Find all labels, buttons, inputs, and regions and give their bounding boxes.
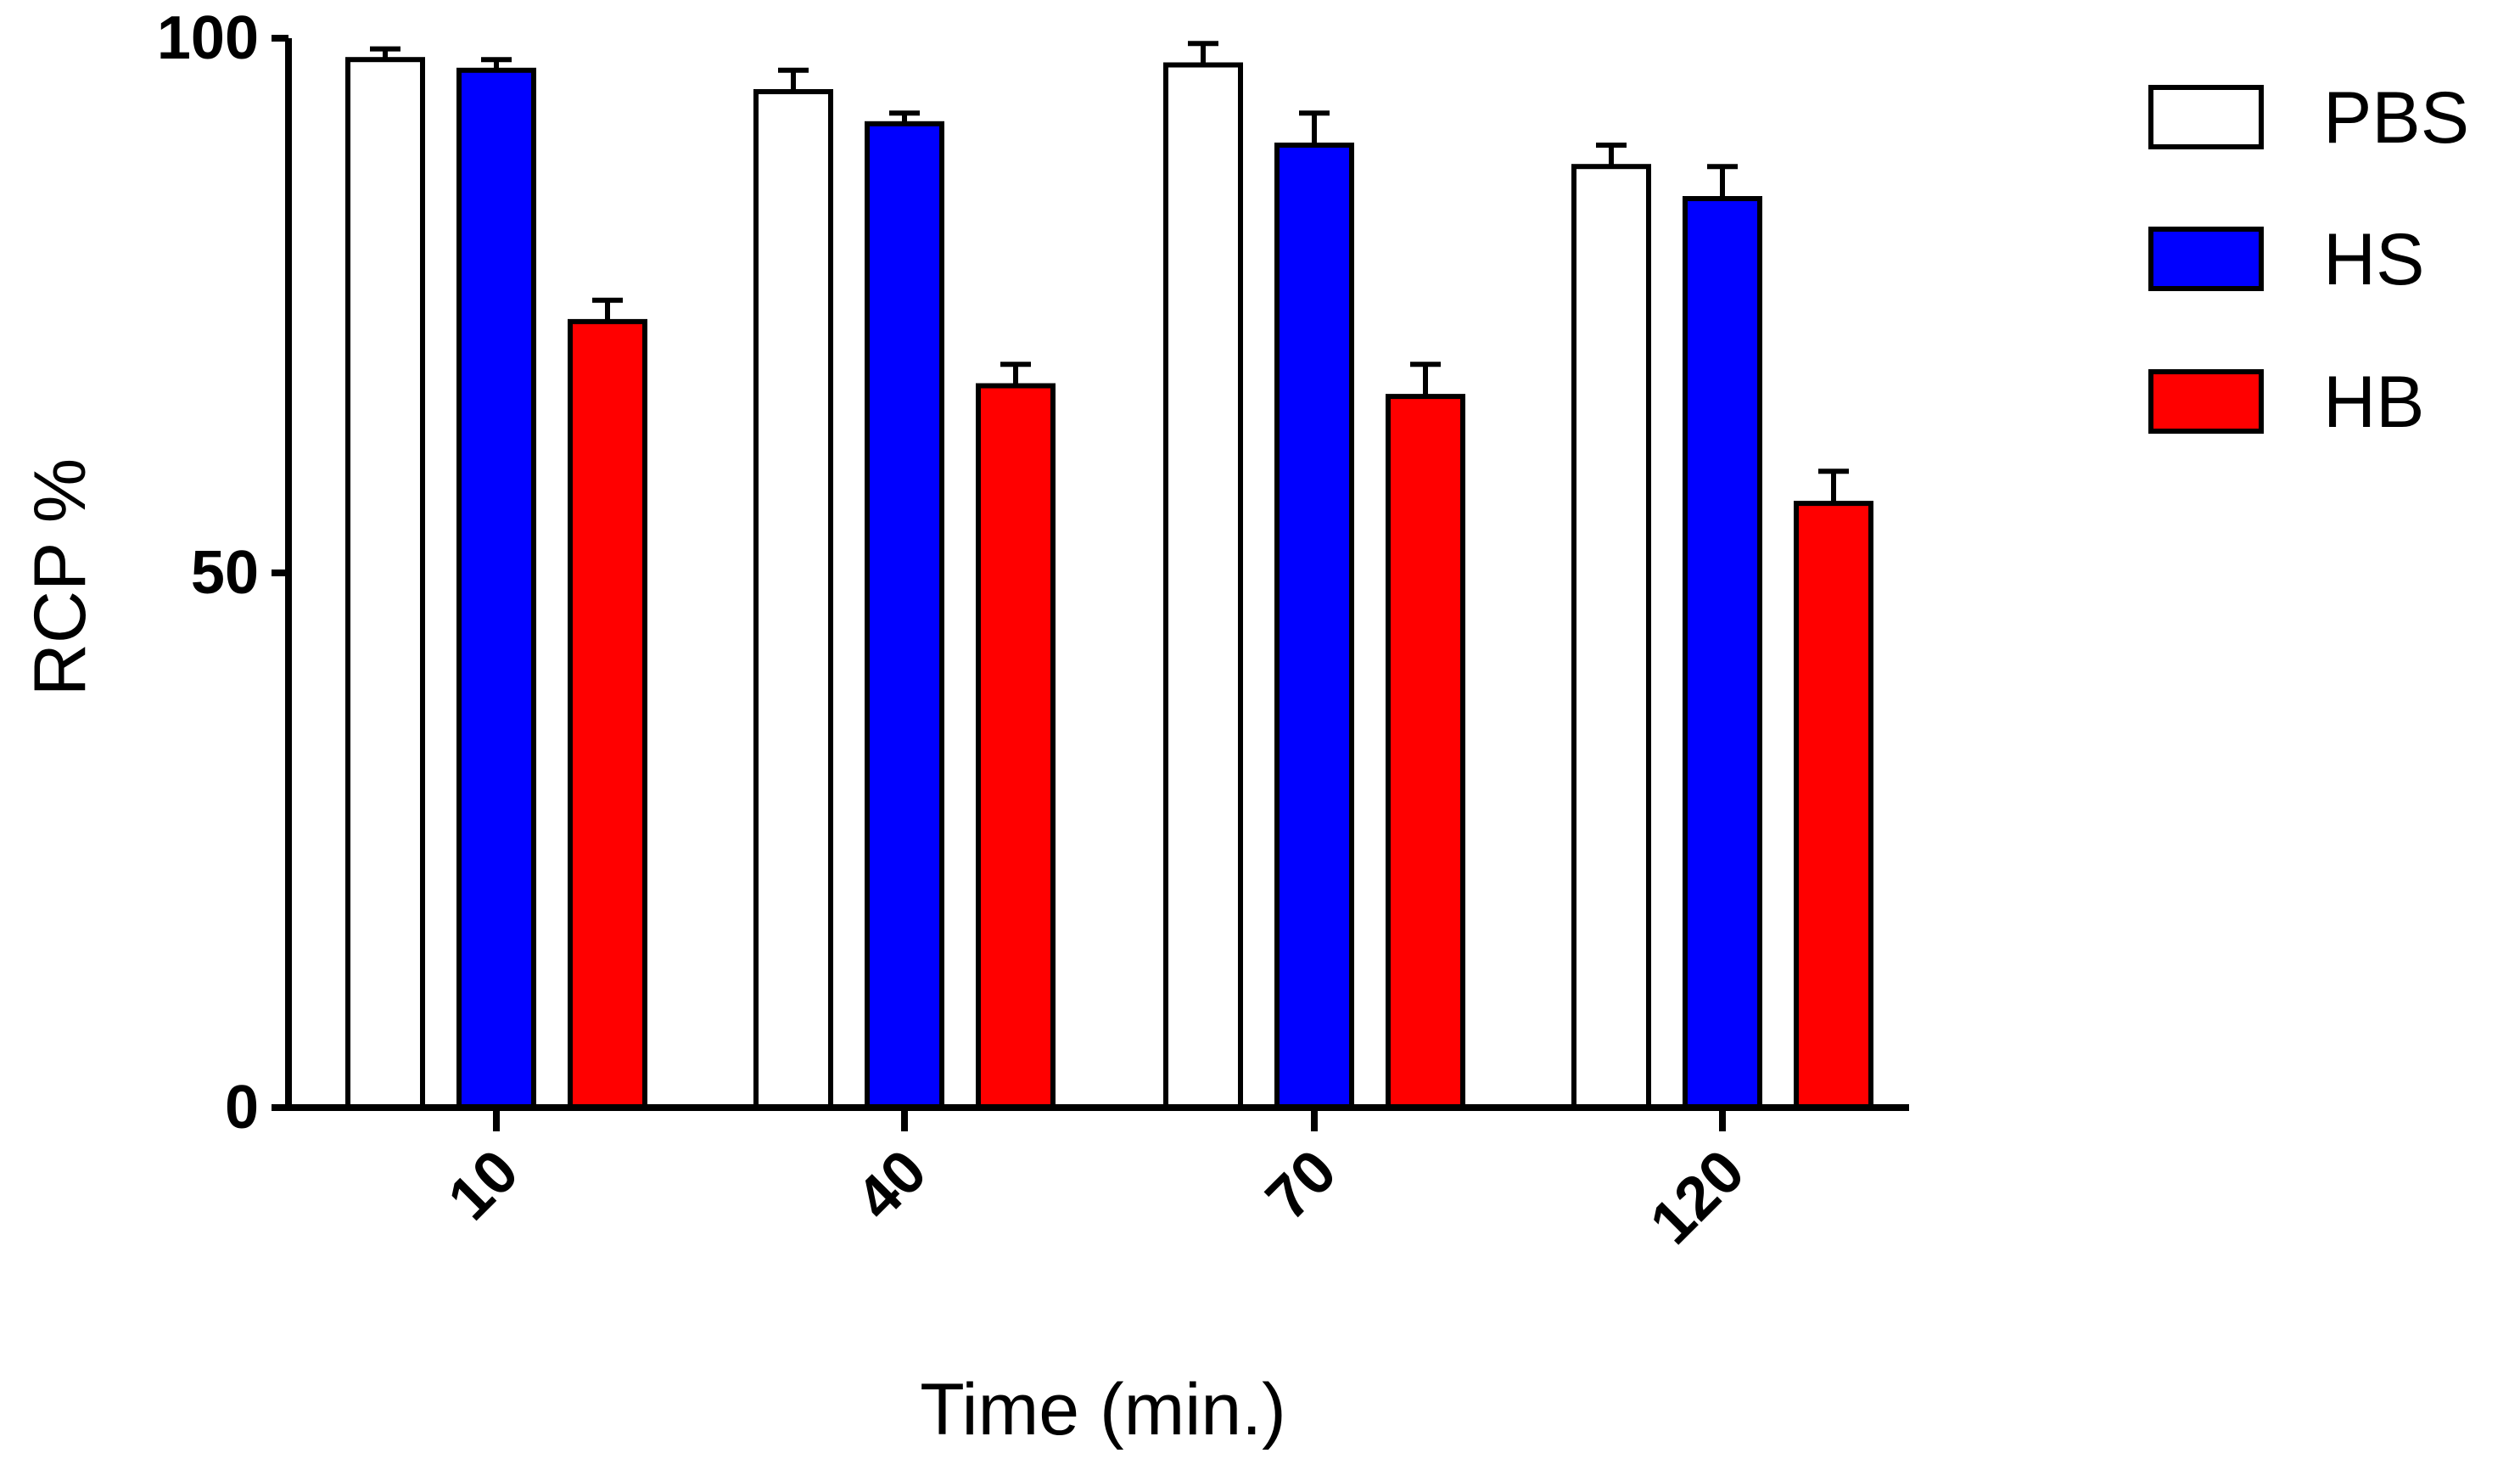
bar-hs-10 xyxy=(456,67,536,1110)
legend-label-hs: HS xyxy=(2323,219,2424,300)
bar-hb-120 xyxy=(1794,501,1873,1110)
bar-pbs-120 xyxy=(1571,164,1651,1111)
y-ticks: 0 50 100 xyxy=(157,4,288,1142)
legend-swatch-hb xyxy=(2148,369,2264,434)
y-axis-title: RCP % xyxy=(20,458,101,696)
legend-swatch-hs xyxy=(2148,227,2264,291)
x-tick-label-120: 120 xyxy=(1638,1137,1758,1258)
legend-label-pbs: PBS xyxy=(2323,77,2469,159)
bars-layer xyxy=(345,41,1873,1111)
x-axis-title: Time (min.) xyxy=(920,1369,1286,1450)
bar-hs-40 xyxy=(865,121,944,1110)
bar-pbs-10 xyxy=(345,57,425,1111)
bar-hs-70 xyxy=(1274,143,1354,1110)
bar-hs-120 xyxy=(1683,196,1762,1110)
y-tick-label-0: 0 xyxy=(225,1074,259,1142)
bar-pbs-70 xyxy=(1163,62,1243,1110)
x-tick-label-40: 40 xyxy=(843,1137,939,1233)
x-tick-label-10: 10 xyxy=(435,1137,531,1233)
legend-label-hb: HB xyxy=(2323,362,2424,443)
bar-hb-70 xyxy=(1386,394,1465,1111)
legend: PBS HS HB xyxy=(2148,77,2469,443)
bar-hb-10 xyxy=(568,318,647,1110)
y-tick-label-50: 50 xyxy=(191,539,259,607)
x-tick-label-70: 70 xyxy=(1253,1137,1349,1233)
bar-hb-40 xyxy=(976,383,1056,1110)
y-tick-label-100: 100 xyxy=(157,4,259,72)
legend-swatch-pbs xyxy=(2148,85,2264,149)
x-ticks: 10 40 70 120 xyxy=(435,1108,1757,1257)
bar-pbs-40 xyxy=(753,89,833,1110)
